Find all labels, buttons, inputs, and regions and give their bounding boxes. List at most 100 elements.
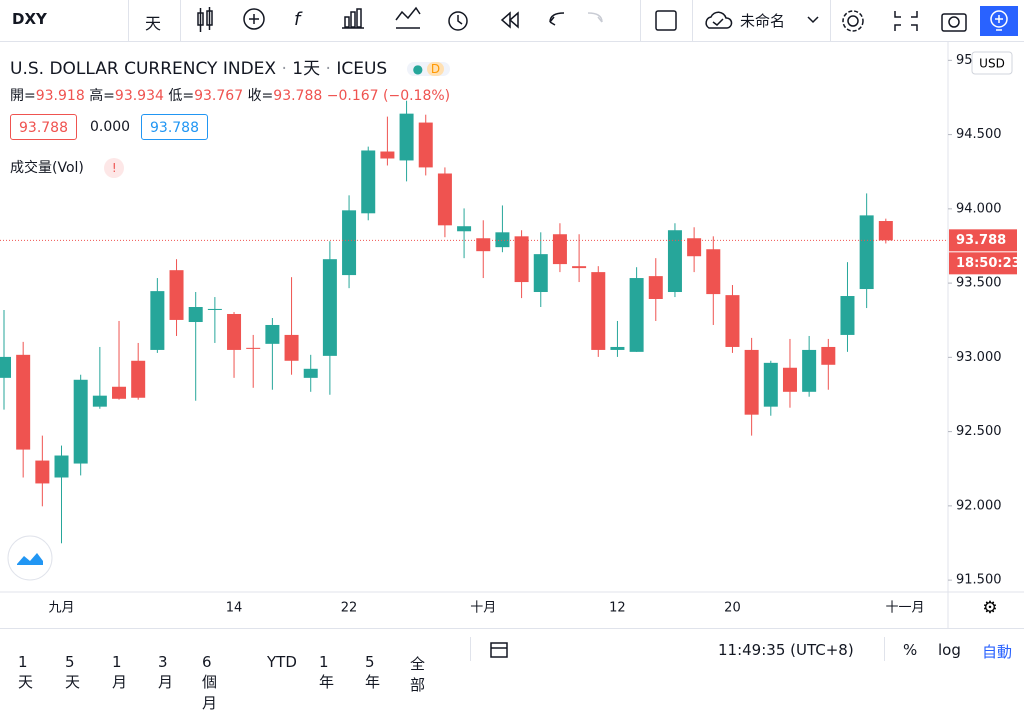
- low-label: 低=: [168, 88, 195, 104]
- tool-icons: f: [197, 6, 603, 32]
- candle-body: [35, 460, 50, 484]
- status-badge[interactable]: ● D: [406, 62, 451, 76]
- candle-body: [207, 308, 222, 310]
- volume-study: 成交量(Vol) !: [10, 157, 125, 178]
- candle-body: [648, 276, 663, 299]
- low-value: 93.767: [194, 88, 244, 104]
- candle-body: [246, 347, 261, 349]
- candle-body: [112, 386, 127, 399]
- candle-body: [73, 379, 88, 464]
- legend-title-row: U.S. DOLLAR CURRENCY INDEX · 1天 · ICEUS …: [10, 54, 451, 79]
- y-tick-label: 92.500: [956, 424, 1002, 439]
- separator: [830, 0, 831, 42]
- x-tick-label: 十一月: [885, 601, 924, 616]
- separator: [128, 0, 129, 42]
- candle-body: [457, 226, 472, 232]
- volume-label: 成交量(Vol): [10, 160, 84, 176]
- countdown-box: [949, 252, 1017, 275]
- last-price-box: [949, 229, 1017, 252]
- logo[interactable]: [7, 535, 53, 581]
- candle-body: [706, 249, 721, 295]
- candle-body: [418, 122, 433, 168]
- candle-body: [131, 360, 146, 398]
- y-tick-label: 93.000: [956, 350, 1002, 365]
- candle-body: [265, 324, 280, 344]
- chevron[interactable]: [806, 14, 820, 26]
- candle-body: [92, 395, 107, 407]
- range-button[interactable]: 6個月: [202, 653, 218, 712]
- separator: [470, 637, 471, 661]
- last-price-label: 93.788: [956, 233, 1006, 248]
- y-tick-label: 93.500: [956, 276, 1002, 291]
- candle-body: [399, 113, 414, 161]
- candle-body: [284, 334, 299, 361]
- candle-body: [303, 368, 318, 378]
- top-toolbar: DXY 天 f 未命名: [0, 0, 1024, 42]
- bid[interactable]: 93.788: [10, 114, 77, 140]
- range-button[interactable]: 1年: [319, 653, 335, 691]
- candle-body: [16, 354, 31, 450]
- x-tick-label: 12: [609, 601, 626, 616]
- range-button[interactable]: 5年: [365, 653, 381, 691]
- x-tick-label: 十月: [470, 601, 496, 616]
- change: −0.167 (−0.18%): [326, 88, 451, 104]
- ohlc-row: 開=93.918 高=93.934 低=93.767 收=93.788 −0.1…: [10, 85, 450, 105]
- candle-body: [725, 295, 740, 347]
- candle-body: [342, 210, 357, 276]
- delay-badge: D: [426, 62, 445, 76]
- range-button[interactable]: 5天: [65, 653, 81, 691]
- currency-button[interactable]: [971, 51, 1013, 75]
- countdown-label: 18:50:23: [956, 256, 1021, 271]
- close-value: 93.788: [273, 88, 323, 104]
- y-tick-label: 92.000: [956, 498, 1002, 513]
- range-button[interactable]: 全部: [410, 655, 426, 694]
- log-toggle[interactable]: log: [938, 641, 961, 659]
- separator: [640, 0, 641, 42]
- x-tick-label: 九月: [49, 601, 75, 616]
- candle-body: [802, 349, 817, 392]
- percent-toggle[interactable]: %: [903, 641, 918, 659]
- layout-name[interactable]: 未命名: [740, 12, 786, 30]
- clock[interactable]: 11:49:35 (UTC+8): [718, 641, 854, 659]
- close-label: 收=: [247, 88, 274, 104]
- candle-body: [763, 362, 778, 407]
- x-tick-label: 14: [226, 601, 243, 616]
- spread: 0.000: [90, 119, 131, 135]
- legend-interval: 1天: [292, 59, 321, 79]
- bottom-toolbar: 1天 5天 1月 3月 6個月 YTD 1年 5年 全部 11:49:35 (UTC+8) % …: [0, 628, 1024, 712]
- candle-body: [361, 150, 376, 214]
- high-label: 高=: [89, 88, 115, 104]
- candle-body: [572, 266, 587, 269]
- candle-body: [150, 291, 165, 350]
- settings-gear[interactable]: ⚙: [982, 598, 997, 618]
- range-button[interactable]: 1月: [112, 653, 128, 691]
- ask[interactable]: 93.788: [141, 114, 208, 140]
- candle-body: [610, 346, 625, 350]
- candle-body: [495, 232, 510, 248]
- x-tick-label: 20: [724, 601, 741, 616]
- candle-body: [629, 278, 644, 352]
- candle-body: [322, 259, 337, 356]
- symbol[interactable]: DXY: [12, 10, 47, 28]
- separator: [692, 0, 693, 42]
- candle-body: [437, 173, 452, 226]
- x-tick-label: 22: [341, 601, 358, 616]
- candle-body: [840, 296, 855, 335]
- range-button[interactable]: 1天: [18, 653, 34, 691]
- warning-icon[interactable]: !: [104, 158, 125, 178]
- open-value: 93.918: [35, 88, 85, 104]
- rect-icon[interactable]: [654, 8, 680, 34]
- candle-body: [667, 230, 682, 293]
- candle-body: [0, 356, 11, 378]
- cloud-icon: [705, 11, 733, 29]
- goto-date-icon[interactable]: [488, 639, 512, 661]
- candle-body: [227, 313, 242, 350]
- range-button[interactable]: 3月: [158, 653, 174, 691]
- candle-body: [54, 455, 69, 478]
- range-button[interactable]: YTD: [267, 653, 297, 671]
- interval[interactable]: 天: [145, 14, 162, 33]
- candle-body: [878, 221, 893, 241]
- auto-toggle[interactable]: 自動: [982, 643, 1013, 661]
- candle-body: [514, 236, 529, 283]
